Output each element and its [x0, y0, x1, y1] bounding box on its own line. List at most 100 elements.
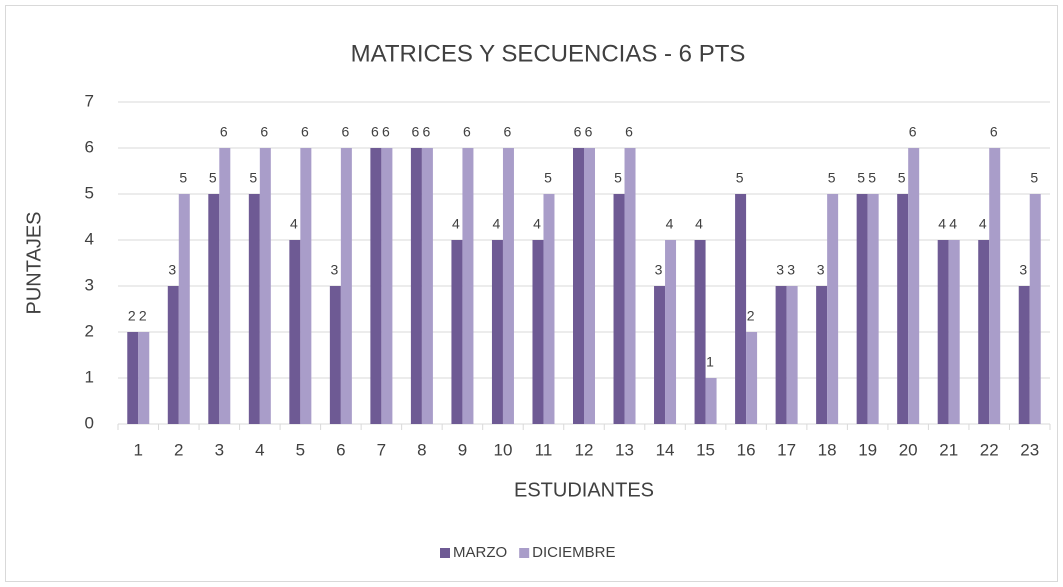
- data-label: 6: [412, 124, 420, 140]
- data-label: 4: [666, 216, 674, 232]
- data-label: 5: [857, 170, 865, 186]
- data-label: 1: [706, 354, 714, 370]
- bar: [219, 148, 231, 424]
- data-label: 5: [1030, 170, 1038, 186]
- data-label: 6: [909, 124, 917, 140]
- x-tick-label: 23: [1020, 440, 1039, 459]
- data-label: 6: [260, 124, 268, 140]
- data-label: 3: [787, 262, 795, 278]
- x-tick-label: 14: [656, 440, 675, 459]
- data-label: 2: [128, 308, 136, 324]
- bar: [167, 286, 179, 424]
- y-tick-label: 6: [85, 137, 94, 156]
- x-tick-label: 6: [336, 440, 345, 459]
- data-label: 3: [168, 262, 176, 278]
- y-axis-label: PUNTAJES: [23, 212, 45, 315]
- bar: [491, 240, 503, 424]
- bar: [624, 148, 636, 424]
- y-tick-label: 2: [85, 321, 94, 340]
- x-tick-label: 10: [493, 440, 512, 459]
- legend-swatch: [519, 548, 530, 558]
- data-label: 6: [504, 124, 512, 140]
- bar: [775, 286, 787, 424]
- data-label: 6: [301, 124, 309, 140]
- y-tick-label: 7: [85, 91, 94, 110]
- data-label: 6: [220, 124, 228, 140]
- bar: [381, 148, 393, 424]
- bar: [543, 194, 555, 424]
- data-label: 5: [828, 170, 836, 186]
- bar: [694, 240, 706, 424]
- x-tick-label: 4: [255, 440, 264, 459]
- data-label: 3: [655, 262, 663, 278]
- x-tick-label: 9: [458, 440, 467, 459]
- data-label: 6: [382, 124, 390, 140]
- bar: [937, 240, 949, 424]
- data-label: 6: [585, 124, 593, 140]
- data-label: 5: [614, 170, 622, 186]
- data-label: 4: [452, 216, 460, 232]
- data-label: 5: [868, 170, 876, 186]
- data-label: 3: [817, 262, 825, 278]
- bar: [300, 148, 312, 424]
- bar: [248, 194, 260, 424]
- bar: [705, 378, 717, 424]
- bar: [654, 286, 666, 424]
- x-tick-label: 5: [296, 440, 305, 459]
- legend-label: DICIEMBRE: [532, 544, 615, 561]
- bar: [340, 148, 352, 424]
- x-tick-label: 16: [737, 440, 756, 459]
- data-label: 5: [179, 170, 187, 186]
- data-label: 6: [990, 124, 998, 140]
- data-label: 6: [423, 124, 431, 140]
- data-label: 5: [209, 170, 217, 186]
- bar: [867, 194, 879, 424]
- bar: [329, 286, 341, 424]
- bar: [421, 148, 433, 424]
- data-label: 4: [949, 216, 957, 232]
- x-tick-label: 3: [215, 440, 224, 459]
- bar: [856, 194, 868, 424]
- x-tick-label: 11: [535, 440, 553, 459]
- chart-title: MATRICES Y SECUENCIAS - 6 PTS: [351, 40, 746, 67]
- bar: [502, 148, 514, 424]
- bar: [735, 194, 747, 424]
- data-label: 3: [776, 262, 784, 278]
- y-tick-label: 3: [85, 275, 94, 294]
- x-tick-label: 7: [377, 440, 386, 459]
- data-label: 6: [341, 124, 349, 140]
- bar: [897, 194, 909, 424]
- data-label: 6: [371, 124, 379, 140]
- bar: [138, 332, 150, 424]
- data-label: 2: [139, 308, 147, 324]
- bar: [989, 148, 1001, 424]
- bar: [584, 148, 595, 424]
- x-tick-label: 13: [615, 440, 634, 459]
- data-label: 5: [544, 170, 552, 186]
- bar: [746, 332, 758, 424]
- x-tick-label: 8: [417, 440, 426, 459]
- bar: [908, 148, 920, 424]
- x-tick-label: 22: [980, 440, 999, 459]
- bar: [289, 240, 301, 424]
- data-label: 3: [330, 262, 338, 278]
- x-tick-label: 19: [858, 440, 877, 459]
- bar: [370, 148, 382, 424]
- data-label: 3: [1019, 262, 1027, 278]
- bar: [665, 240, 677, 424]
- bar: [978, 240, 990, 424]
- y-tick-label: 5: [85, 183, 94, 202]
- bar: [532, 240, 544, 424]
- bar: [573, 148, 584, 424]
- data-label: 5: [249, 170, 257, 186]
- x-tick-label: 1: [134, 440, 143, 459]
- bar: [410, 148, 422, 424]
- data-label: 4: [493, 216, 501, 232]
- data-label: 6: [463, 124, 471, 140]
- x-axis-label: ESTUDIANTES: [514, 479, 654, 501]
- x-tick-label: 15: [696, 440, 715, 459]
- bar: [613, 194, 625, 424]
- x-tick-label: 20: [899, 440, 918, 459]
- bar: [451, 240, 463, 424]
